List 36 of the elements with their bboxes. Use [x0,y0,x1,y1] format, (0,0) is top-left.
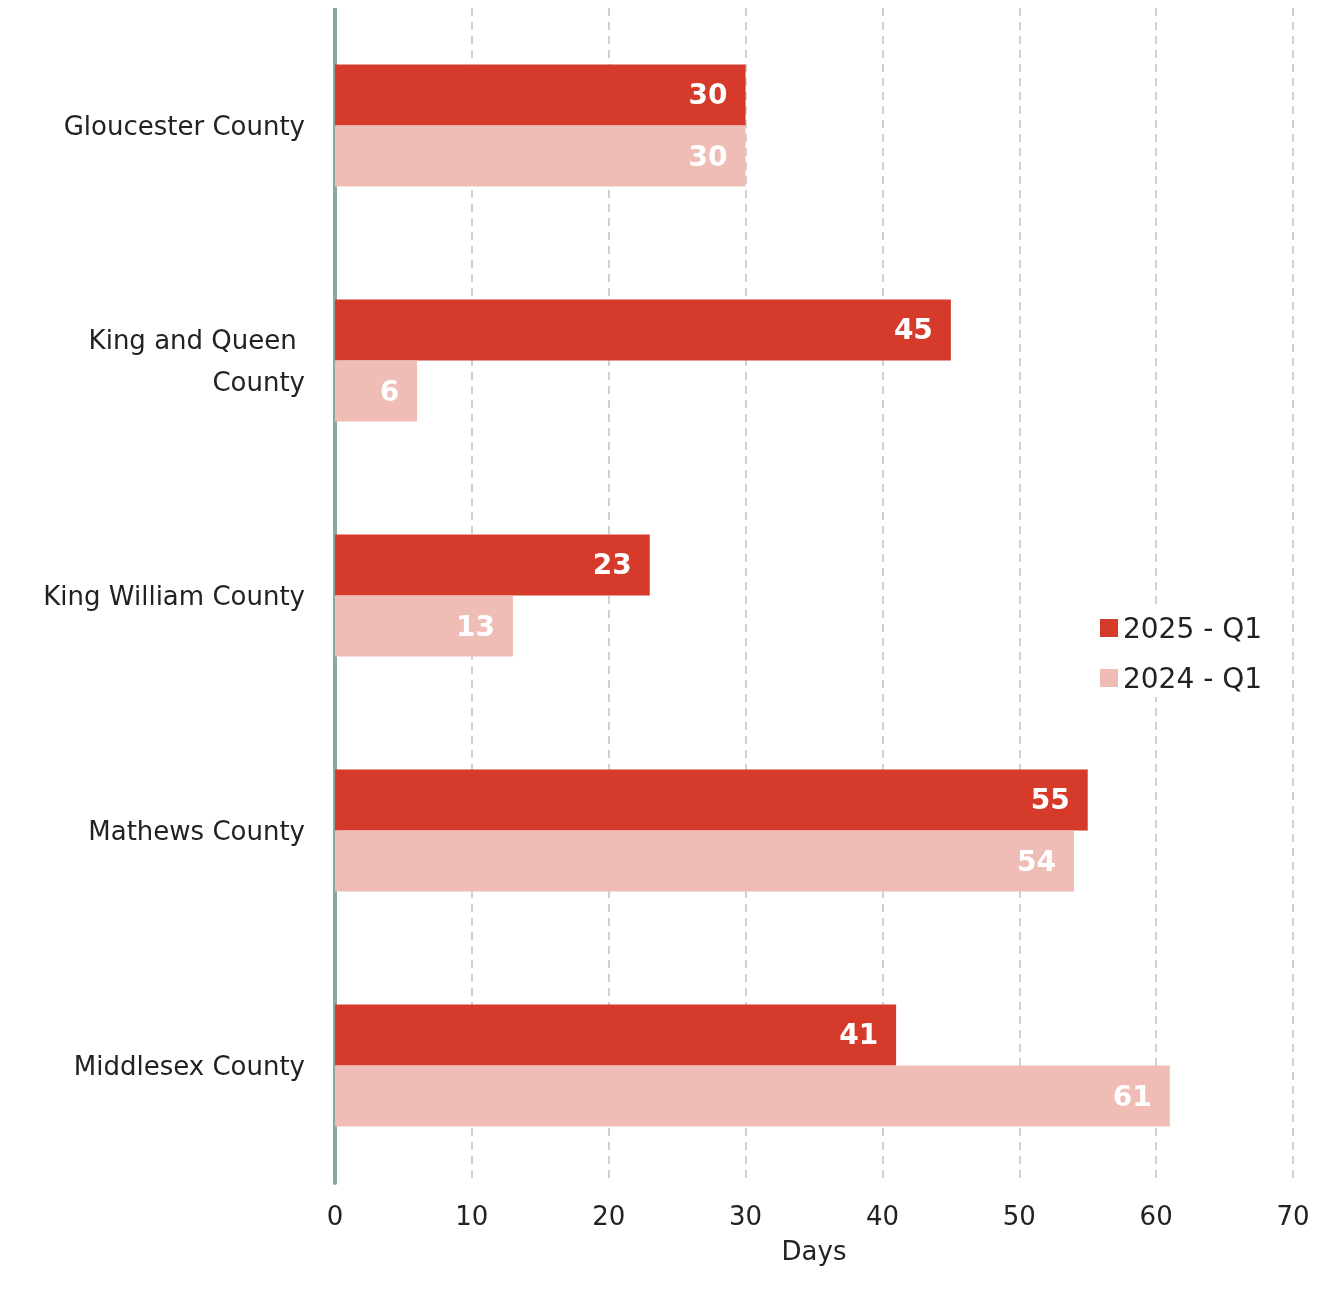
bar [335,1004,897,1066]
x-tick-label: 0 [326,1201,344,1231]
data-label: 55 [1030,783,1070,817]
bar [335,299,951,361]
x-tick-label: 10 [455,1201,489,1231]
bar [335,830,1075,892]
legend-label: 2025 - Q1 [1122,611,1262,645]
x-tick-label: 60 [1139,1201,1173,1231]
x-tick-label: 50 [1002,1201,1036,1231]
data-label: 13 [455,609,495,643]
bar [335,769,1088,831]
bar [335,595,513,657]
y-tick-label: Gloucester County [63,110,305,141]
data-label: 30 [688,139,728,173]
x-tick-label: 40 [865,1201,899,1231]
x-tick-label: 70 [1276,1201,1310,1231]
data-label: 23 [592,548,632,582]
data-label: 61 [1112,1079,1152,1113]
y-tick-label: Mathews County [88,815,305,846]
bar [335,360,418,422]
legend-label: 2024 - Q1 [1122,661,1262,695]
y-tick-label: King and Queen County [88,324,305,397]
y-tick-label: Middlesex County [73,1050,305,1081]
data-label: 41 [839,1018,879,1052]
bar [335,125,746,187]
data-label: 6 [379,374,400,408]
data-label: 30 [688,78,728,112]
bar [335,1065,1170,1127]
data-label: 45 [893,313,933,347]
bar [335,534,650,596]
data-label: 54 [1017,844,1057,878]
y-tick-label: King William County [43,580,305,611]
x-axis-title: Days [781,1236,847,1266]
bar [335,64,746,126]
x-tick-label: 30 [729,1201,763,1231]
x-tick-label: 20 [592,1201,626,1231]
